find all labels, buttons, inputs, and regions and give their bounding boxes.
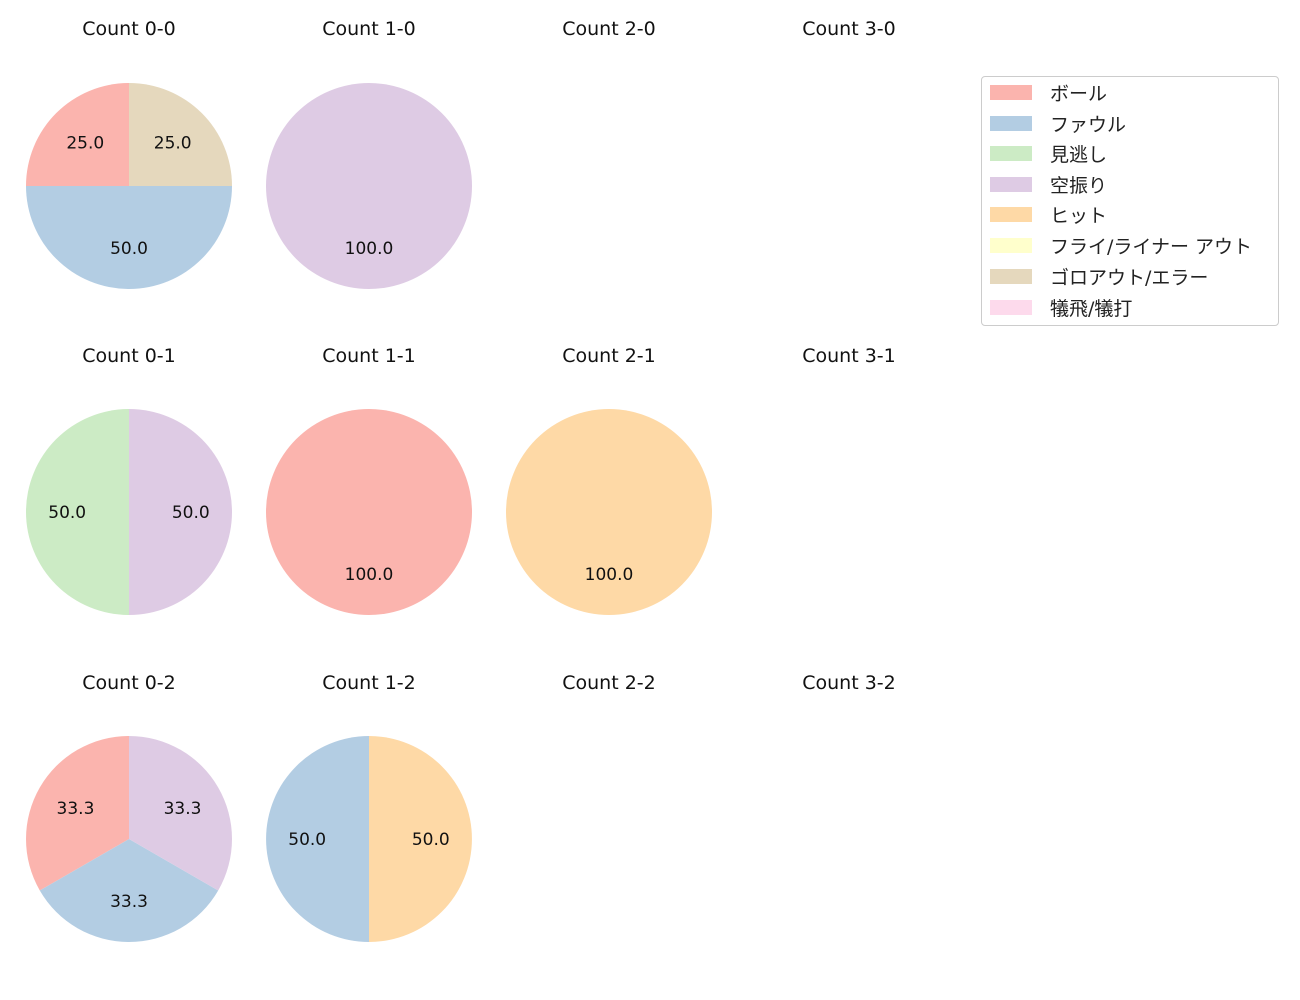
- slice-percent-label: 33.3: [164, 799, 202, 819]
- subplot-title: Count 3-2: [802, 672, 896, 694]
- legend-item: 見逃し: [990, 142, 1108, 166]
- slice-percent-label: 50.0: [110, 239, 148, 259]
- subplot-title: Count 3-0: [802, 18, 896, 40]
- legend-item: 空振り: [990, 173, 1108, 197]
- pie-subplot: Count 3-0: [802, 18, 896, 40]
- pie-slice: [266, 83, 472, 289]
- legend-swatch: [990, 237, 1032, 253]
- subplot-title: Count 1-1: [322, 345, 416, 367]
- pie-subplot: Count 0-1 50.0 50.0: [26, 345, 232, 615]
- pie-subplot: Count 0-0 25.0 50.0 25.0: [26, 18, 232, 289]
- pie-slice: [129, 736, 232, 891]
- subplot-title: Count 2-2: [562, 672, 656, 694]
- slice-percent-label: 50.0: [48, 503, 86, 523]
- legend-item: ヒット: [990, 203, 1108, 227]
- legend-item: ファウル: [990, 112, 1127, 136]
- legend-label: 見逃し: [1050, 143, 1108, 166]
- legend: ボール ファウル 見逃し 空振り ヒット フライ/ライナー アウト ゴロアウト/…: [981, 76, 1279, 326]
- pie-slice: [129, 409, 232, 615]
- pie-subplot: Count 3-2: [802, 672, 896, 694]
- pie-subplot: Count 2-2: [562, 672, 656, 694]
- legend-swatch: [990, 84, 1032, 100]
- pie-subplot: Count 2-0: [562, 18, 656, 40]
- legend-item: 犠飛/犠打: [990, 296, 1133, 320]
- legend-item: ゴロアウト/エラー: [990, 265, 1209, 289]
- pie-slice: [26, 409, 129, 615]
- legend-item: ボール: [990, 81, 1108, 105]
- slice-percent-label: 100.0: [585, 565, 634, 585]
- pie-subplot: Count 0-2 33.3 33.3 33.3: [26, 672, 232, 942]
- pie-slice: [506, 409, 712, 615]
- pie-slice: [26, 736, 130, 891]
- legend-swatch: [990, 268, 1032, 284]
- slice-percent-label: 50.0: [172, 503, 210, 523]
- slice-percent-label: 33.3: [57, 799, 95, 819]
- subplot-title: Count 2-0: [562, 18, 656, 40]
- legend-label: 空振り: [1050, 174, 1108, 197]
- slice-percent-label: 50.0: [412, 830, 450, 850]
- pie-slice: [26, 83, 129, 186]
- legend-label: ゴロアウト/エラー: [1050, 266, 1209, 289]
- legend-swatch: [990, 176, 1032, 192]
- slice-percent-label: 50.0: [288, 830, 326, 850]
- pie-subplot: Count 3-1: [802, 345, 896, 367]
- legend-label: ファウル: [1050, 113, 1127, 136]
- legend-item: フライ/ライナー アウト: [990, 234, 1253, 258]
- legend-label: ヒット: [1050, 204, 1108, 227]
- subplot-title: Count 0-1: [82, 345, 176, 367]
- pie-slice: [129, 83, 232, 186]
- subplot-title: Count 1-2: [322, 672, 416, 694]
- pie-slice: [26, 186, 232, 289]
- pie-subplot: Count 1-1 100.0: [266, 345, 472, 615]
- subplot-title: Count 0-2: [82, 672, 176, 694]
- pie-subplot: Count 2-1 100.0: [506, 345, 712, 615]
- legend-swatch: [990, 299, 1032, 315]
- slice-percent-label: 100.0: [345, 565, 394, 585]
- pie-subplot: Count 1-2 50.0 50.0: [266, 672, 472, 942]
- slice-percent-label: 25.0: [66, 133, 104, 153]
- legend-label: 犠飛/犠打: [1050, 297, 1133, 320]
- pie-slice: [266, 736, 369, 942]
- legend-swatch: [990, 206, 1032, 222]
- slice-percent-label: 25.0: [154, 133, 192, 153]
- subplot-title: Count 3-1: [802, 345, 896, 367]
- pie-slice: [369, 736, 472, 942]
- pie-slice: [266, 409, 472, 615]
- slice-percent-label: 100.0: [345, 239, 394, 259]
- legend-swatch: [990, 115, 1032, 131]
- subplot-title: Count 1-0: [322, 18, 416, 40]
- pie-subplot: Count 1-0 100.0: [266, 18, 472, 289]
- legend-label: フライ/ライナー アウト: [1050, 235, 1253, 258]
- legend-swatch: [990, 145, 1032, 161]
- legend-label: ボール: [1050, 82, 1108, 105]
- subplot-title: Count 0-0: [82, 18, 176, 40]
- subplot-title: Count 2-1: [562, 345, 656, 367]
- slice-percent-label: 33.3: [110, 892, 148, 912]
